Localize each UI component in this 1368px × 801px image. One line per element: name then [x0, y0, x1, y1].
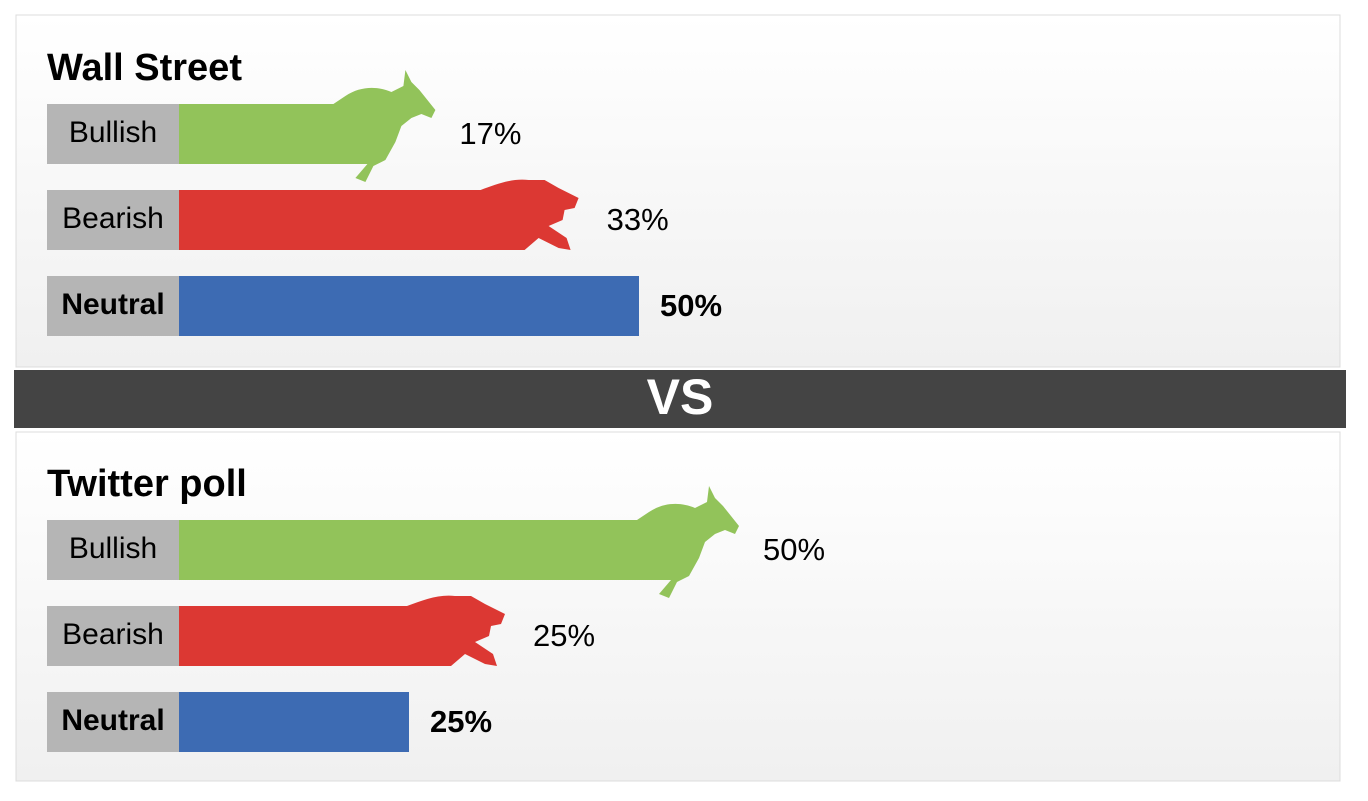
- value-label: 50%: [660, 288, 722, 323]
- bar: [179, 276, 639, 336]
- value-label: 25%: [430, 704, 492, 739]
- category-label: Bullish: [69, 532, 157, 565]
- value-label: 17%: [459, 116, 521, 151]
- category-label: Neutral: [61, 288, 164, 321]
- bar: [179, 692, 409, 752]
- bar: [179, 104, 336, 164]
- divider: [14, 370, 1346, 428]
- bull-icon: [637, 486, 739, 598]
- category-box: [47, 606, 179, 666]
- category-label: Neutral: [61, 704, 164, 737]
- bear-icon: [407, 595, 505, 666]
- bar: [179, 606, 409, 666]
- bear-icon: [480, 179, 579, 250]
- category-box: [47, 520, 179, 580]
- category-box: [47, 692, 179, 752]
- category-label: Bullish: [69, 116, 157, 149]
- divider-label: VS: [647, 369, 714, 425]
- bar: [179, 190, 483, 250]
- value-label: 25%: [533, 618, 595, 653]
- category-box: [47, 104, 179, 164]
- chart-title: Twitter poll: [47, 463, 247, 505]
- category-box: [47, 276, 179, 336]
- bar: [179, 520, 639, 580]
- value-label: 33%: [607, 202, 669, 237]
- category-label: Bearish: [62, 202, 164, 235]
- value-label: 50%: [763, 532, 825, 567]
- bull-icon: [333, 70, 436, 182]
- category-box: [47, 190, 179, 250]
- chart-title: Wall Street: [47, 47, 242, 89]
- category-label: Bearish: [62, 618, 164, 651]
